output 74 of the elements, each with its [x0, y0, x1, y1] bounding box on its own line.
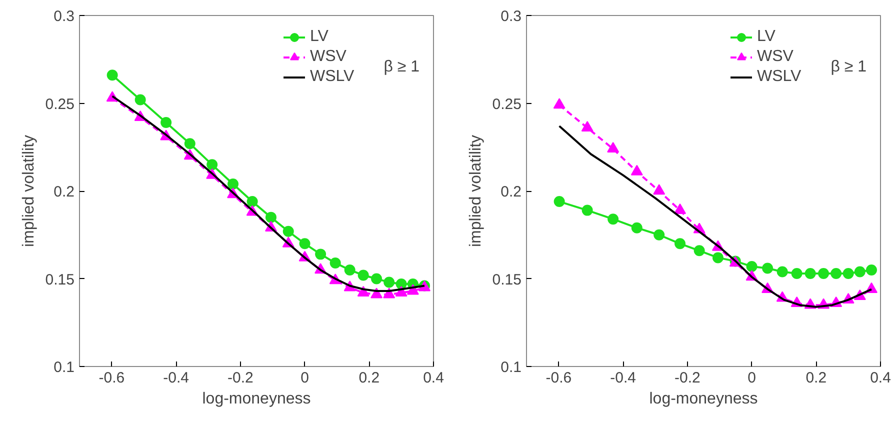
y-tick-label: 0.1 — [54, 359, 75, 376]
point — [581, 120, 594, 132]
x-tick-label: 0.4 — [870, 370, 891, 386]
point — [630, 164, 643, 176]
point — [854, 266, 866, 278]
legend-label: LV — [757, 28, 776, 46]
point — [553, 98, 566, 109]
legend-label: LV — [310, 28, 330, 46]
point — [866, 264, 877, 276]
y-tick-label: 0.1 — [500, 359, 522, 376]
point — [344, 264, 356, 276]
x-tick-label: -0.2 — [674, 370, 700, 386]
point — [804, 268, 816, 279]
annotation: β ≥ 1 — [384, 58, 420, 76]
point — [134, 94, 146, 106]
x-tick-label: 0.2 — [806, 370, 827, 386]
legend-label: WSV — [757, 48, 794, 66]
point — [746, 260, 758, 272]
point — [106, 70, 118, 81]
point — [265, 212, 276, 223]
point — [654, 229, 665, 240]
x-tick-label: -0.4 — [163, 370, 189, 386]
x-tick-label: -0.2 — [227, 370, 254, 386]
y-tick-label: 0.3 — [54, 8, 75, 25]
point — [608, 214, 619, 225]
x-tick-label: -0.6 — [98, 370, 125, 386]
point — [184, 138, 196, 150]
y-axis-title: implied volatility — [467, 134, 484, 248]
point — [371, 273, 382, 284]
y-tick-label: 0.2 — [54, 184, 75, 200]
x-tick-label: 0.2 — [358, 370, 380, 386]
point — [674, 238, 686, 250]
y-axis-title: implied volatility — [20, 134, 38, 248]
y-tick-label: 0.25 — [492, 96, 522, 113]
point — [631, 222, 642, 234]
point — [206, 159, 218, 170]
point — [228, 178, 239, 190]
point — [582, 204, 593, 216]
point — [554, 196, 565, 208]
point — [712, 252, 724, 264]
point — [791, 268, 802, 279]
point — [694, 245, 705, 256]
point — [674, 203, 686, 214]
point — [315, 248, 326, 260]
point — [776, 266, 788, 278]
point — [160, 117, 172, 128]
point — [607, 142, 620, 153]
y-tick-label: 0.3 — [500, 8, 522, 25]
point — [330, 257, 341, 268]
x-tick-label: 0.4 — [423, 370, 444, 386]
y-tick-label: 0.15 — [492, 271, 522, 288]
point — [246, 196, 258, 208]
point — [842, 268, 854, 279]
legend-label: WSV — [310, 48, 346, 66]
point — [762, 262, 774, 274]
point — [818, 268, 830, 279]
y-tick-label: 0.2 — [500, 184, 522, 200]
x-tick-label: -0.4 — [610, 370, 636, 386]
legend-label: WSLV — [757, 68, 802, 86]
legend-label: WSLV — [310, 68, 354, 86]
point — [299, 238, 310, 250]
x-tick-label: -0.6 — [546, 370, 572, 386]
point — [653, 184, 666, 195]
point — [358, 270, 369, 281]
x-tick-label: 0 — [748, 370, 756, 386]
point — [384, 276, 395, 288]
x-tick-label: 0 — [300, 370, 309, 386]
x-axis-title: log-moneyness — [649, 390, 758, 408]
x-axis-title: log-moneyness — [202, 390, 311, 408]
y-tick-label: 0.25 — [45, 96, 75, 113]
point — [830, 268, 842, 279]
y-tick-label: 0.15 — [45, 271, 75, 288]
point — [282, 226, 294, 237]
annotation: β ≥ 1 — [830, 58, 867, 76]
